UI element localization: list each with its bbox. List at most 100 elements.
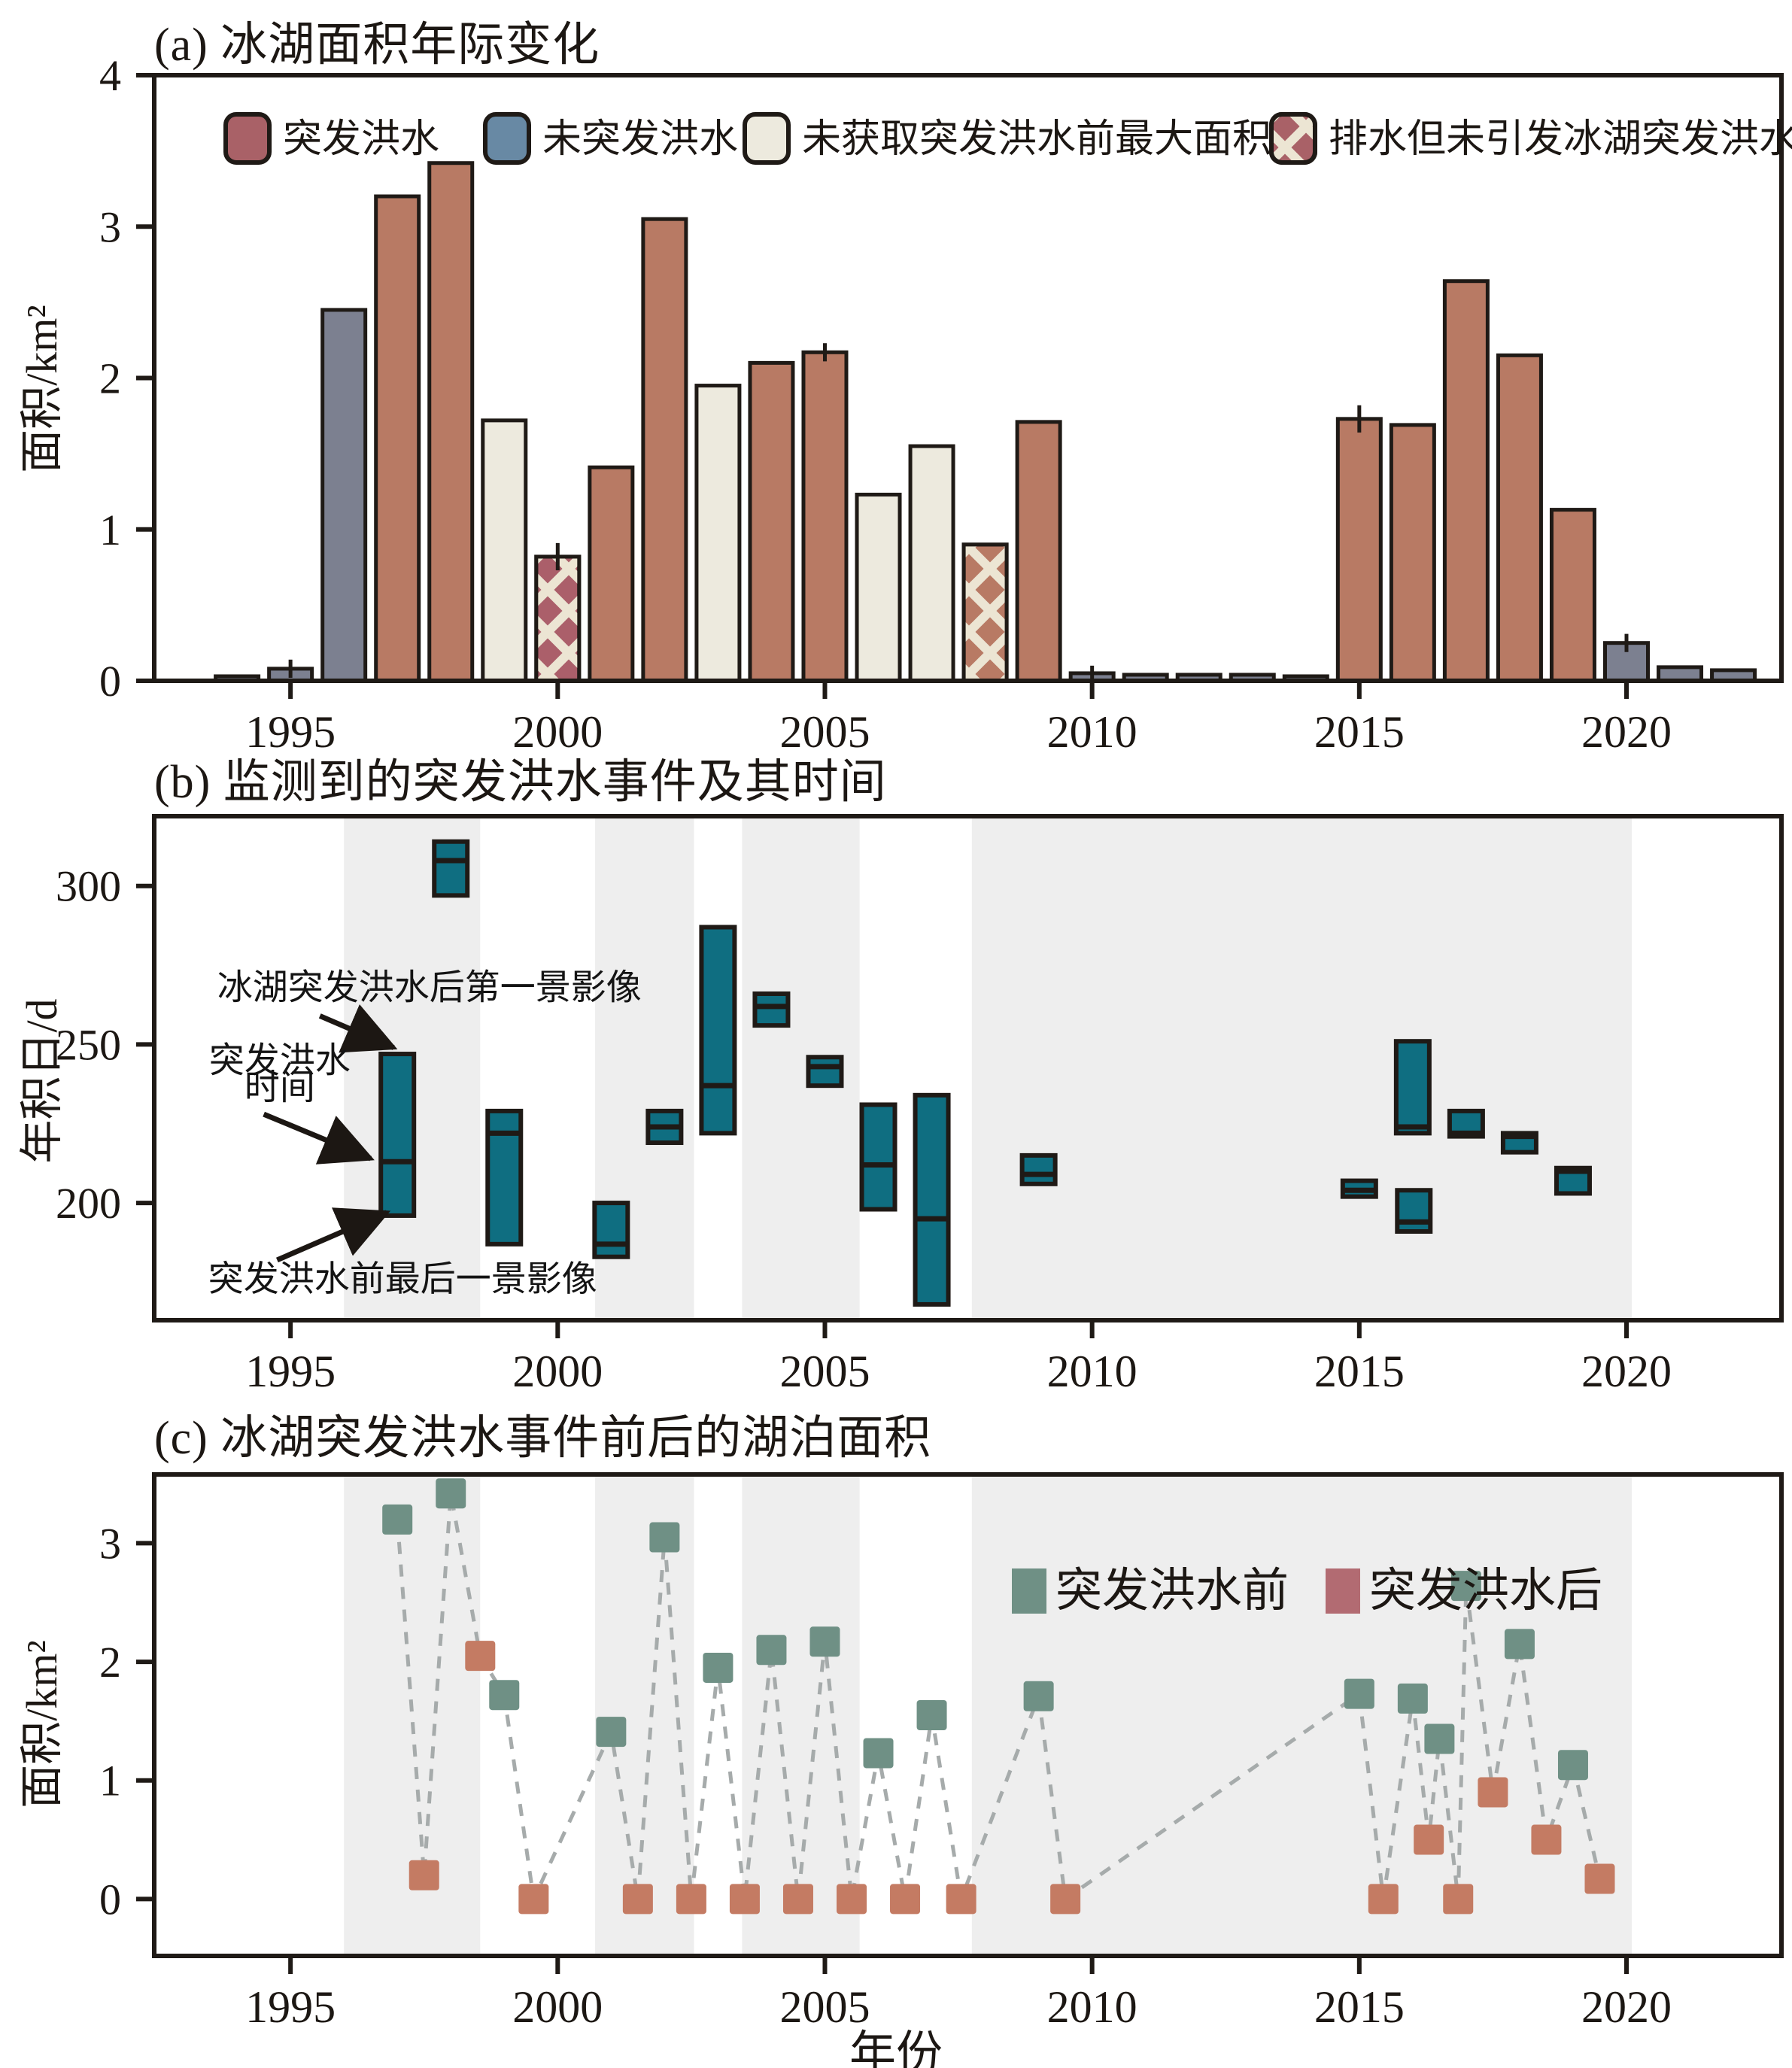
panel-a-ytick: 1 xyxy=(99,506,121,554)
panel-c-frame xyxy=(152,1472,1784,1958)
pre-flood-point-2002 xyxy=(649,1522,680,1553)
pre-flood-point-2019 xyxy=(1557,1750,1588,1781)
bar-hatch-2000 xyxy=(534,554,582,683)
pre-flood-point-2016 xyxy=(1397,1683,1428,1714)
post-flood-point-2019.5 xyxy=(1584,1863,1615,1894)
post-flood-point-2016.3 xyxy=(1414,1824,1444,1855)
post-flood-point-2001.5 xyxy=(622,1884,653,1915)
panel-a-xtick: 1995 xyxy=(245,707,336,757)
post-flood-point-1998.55 xyxy=(465,1641,496,1672)
panel-c-points xyxy=(382,1478,1615,1915)
panel-a-axes: 0 1 2 3 4 1995 2000 2005 2010 2015 2020 xyxy=(99,51,1672,757)
bar-2007 xyxy=(908,444,955,683)
bar-2018 xyxy=(1496,353,1543,683)
panel-a-xtick: 2010 xyxy=(1047,707,1137,757)
post-flood-point-2015.45 xyxy=(1368,1884,1399,1915)
pre-flood-point-2005 xyxy=(809,1626,840,1657)
panel-c-xtick: 2015 xyxy=(1314,1982,1405,2032)
panel-c-xtick: 2020 xyxy=(1581,1982,1672,2032)
legend-swatch-2 xyxy=(743,112,791,165)
pre-flood-point-2004 xyxy=(756,1635,787,1666)
event-box-2003 xyxy=(699,925,737,1136)
pre-flood-point-2017 xyxy=(1450,1571,1481,1602)
panel-a-bars xyxy=(214,161,1757,683)
post-flood-point-2002.5 xyxy=(676,1884,706,1915)
post-flood-point-2006.5 xyxy=(890,1884,921,1915)
post-flood-point-1999.55 xyxy=(518,1884,549,1915)
panel-c-ylabel: 面积/km² xyxy=(17,1640,66,1808)
panel-c-xtick: 2010 xyxy=(1047,1982,1137,2032)
panel-a-ylabel: 面积/km² xyxy=(17,305,66,473)
bar-hatch-2008 xyxy=(961,542,1009,683)
pre-image-note: 突发洪水前最后一景影像 xyxy=(208,1260,597,1299)
post-image-note: 冰湖突发洪水后第一景影像 xyxy=(217,969,642,1008)
pre-flood-point-1997 xyxy=(382,1504,413,1535)
event-box-1998 xyxy=(432,839,470,898)
bar-2003 xyxy=(694,384,742,683)
panel-c-ytick: 0 xyxy=(99,1875,121,1924)
panel-a-xtick: 2015 xyxy=(1314,707,1405,757)
pre-flood-point-2018 xyxy=(1504,1629,1535,1660)
pre-flood-point-1999 xyxy=(489,1680,520,1711)
panel-b-xtick: 2000 xyxy=(512,1347,603,1396)
panel-b-title: (b) 监测到的突发洪水事件及其时间 xyxy=(154,757,887,808)
bar-2002 xyxy=(641,217,688,683)
bar-2001 xyxy=(588,465,635,683)
panel-b-xtick: 2010 xyxy=(1047,1347,1137,1396)
panel-a-title: (a) 冰湖面积年际变化 xyxy=(154,20,600,71)
panel-c-legend-label-1: 突发洪水后 xyxy=(1369,1565,1602,1617)
pre-flood-point-2003 xyxy=(703,1652,734,1683)
event-box-2004 xyxy=(752,991,791,1028)
panel-c-ytick: 3 xyxy=(99,1519,121,1568)
pre-image-note-arrow xyxy=(275,1207,391,1263)
post-flood-point-2005.5 xyxy=(837,1884,867,1915)
bar-1999 xyxy=(481,418,528,683)
x-axis-label: 年份 xyxy=(849,2028,943,2068)
pre-flood-point-2015 xyxy=(1344,1678,1374,1709)
panel-a-ytick: 2 xyxy=(99,354,121,403)
panel-b-ytick: 250 xyxy=(56,1020,121,1069)
panel-c-xtick: 2005 xyxy=(779,1982,870,2032)
panel-b-ytick: 200 xyxy=(56,1179,121,1228)
connector-dashes xyxy=(395,1493,1602,1906)
panel-c-ytick: 2 xyxy=(99,1638,121,1687)
event-box-2006 xyxy=(859,1102,898,1212)
panel-c-legend-swatch-0 xyxy=(1012,1568,1046,1614)
panel-b-xtick: 2015 xyxy=(1314,1347,1405,1396)
legend-swatch-1 xyxy=(483,112,531,165)
panel-b-ytick: 300 xyxy=(56,862,121,911)
legend-label-2: 未获取突发洪水前最大面积 xyxy=(802,118,1271,161)
panel-a-ytick: 0 xyxy=(99,657,121,706)
event-box-2007 xyxy=(913,1092,951,1307)
legend-label-3: 排水但未引发冰湖突发洪水 xyxy=(1329,118,1792,161)
post-flood-point-2009.5 xyxy=(1050,1884,1081,1915)
panel-c-legend-label-0: 突发洪水前 xyxy=(1055,1565,1289,1617)
post-flood-point-2004.5 xyxy=(782,1884,813,1915)
bar-2019 xyxy=(1549,508,1596,683)
legend-swatch-hatch xyxy=(1269,112,1317,165)
post-flood-point-1997.5 xyxy=(409,1860,439,1890)
panel-b-xtick: 1995 xyxy=(245,1347,336,1396)
panel-b-bands xyxy=(344,818,1633,1318)
legend-label-0: 突发洪水 xyxy=(283,118,439,161)
flood-time-note-line1: 突发洪水 xyxy=(209,1041,351,1080)
panel-a-ytick: 3 xyxy=(99,202,121,251)
bar-2009 xyxy=(1015,420,1062,683)
bar-2016 xyxy=(1389,423,1436,683)
bar-2015 xyxy=(1335,417,1383,683)
panel-b-events xyxy=(378,839,1592,1307)
panel-c-title: (c) 冰湖突发洪水事件前后的湖泊面积 xyxy=(154,1413,932,1464)
panel-b-xtick: 2020 xyxy=(1581,1347,1672,1396)
bar-2005 xyxy=(801,350,849,683)
panel-c-ytick: 1 xyxy=(99,1757,121,1805)
post-flood-point-2017.5 xyxy=(1478,1777,1508,1808)
flood-time-note-line1-arrow xyxy=(263,1111,375,1165)
event-box-2005 xyxy=(806,1055,844,1089)
panel-c-axes: 0 1 2 3 1995 2000 2005 2010 2015 2020 xyxy=(99,1519,1672,2032)
panel-a-xtick: 2005 xyxy=(779,707,870,757)
bar-1996 xyxy=(320,308,368,683)
pre-flood-point-2001 xyxy=(596,1717,627,1748)
